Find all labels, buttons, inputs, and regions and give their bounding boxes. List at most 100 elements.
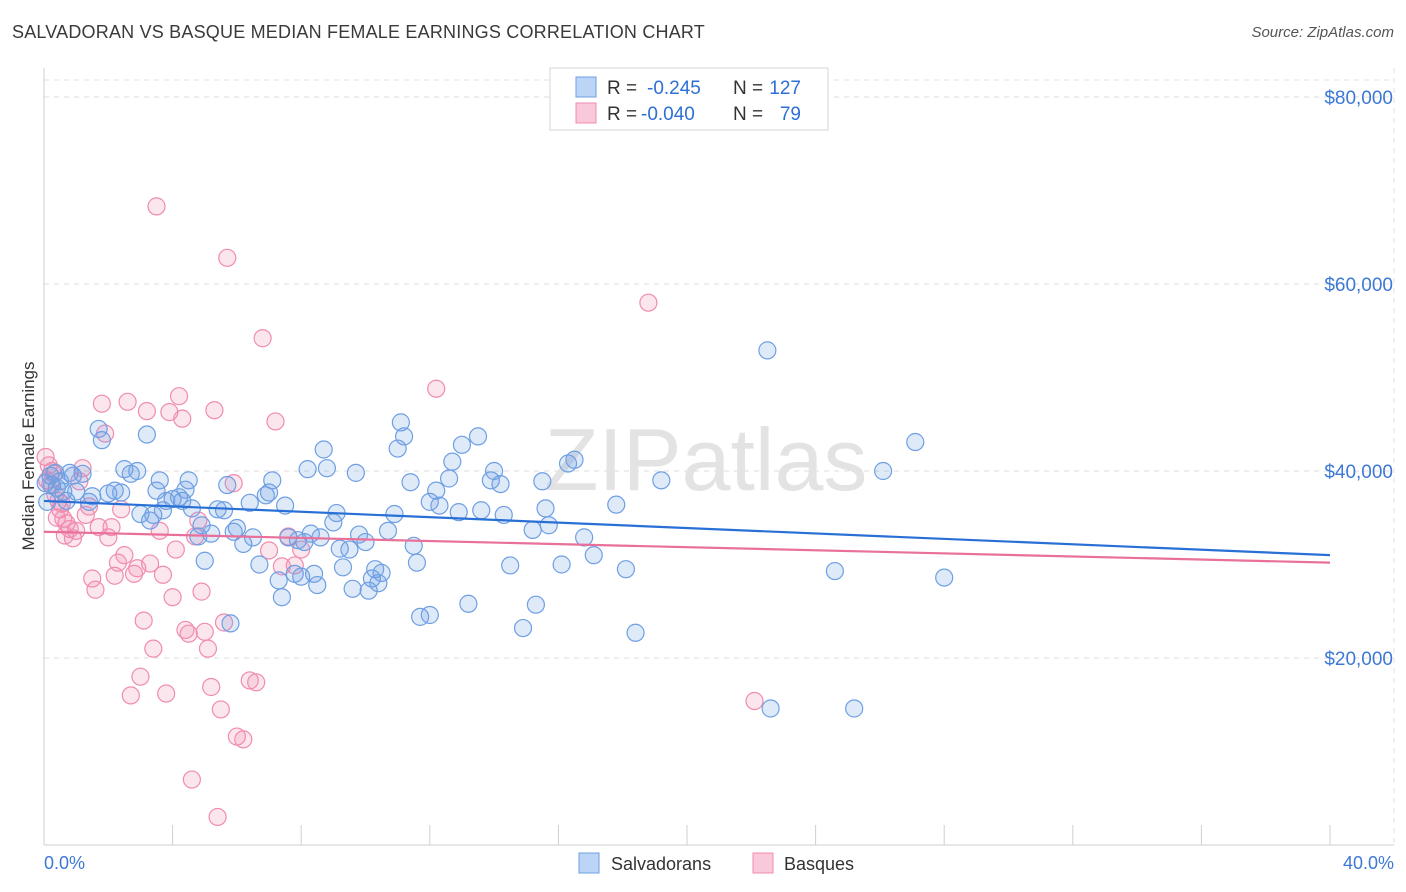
basques-point-66 (234, 730, 253, 749)
trend-lines (43, 499, 1331, 564)
bottom-legend-label-salvadorans: Salvadorans (611, 854, 711, 874)
salvadorans-point-4 (46, 463, 65, 482)
salvadorans-point-93 (420, 492, 439, 511)
y-tick-label-0: $20,000 (1324, 649, 1393, 670)
salvadorans-point-110 (526, 595, 545, 614)
basques-point-33 (121, 686, 140, 705)
legend-r-label: R = (607, 78, 637, 99)
salvadorans-point-123 (758, 341, 777, 360)
salvadorans-point-90 (407, 553, 427, 572)
salvadorans-point-9 (60, 463, 79, 482)
salvadorans-point-95 (430, 496, 449, 515)
salvadorans-point-15 (89, 419, 108, 439)
salvadorans-point-51 (256, 486, 275, 505)
basques-point-46 (163, 588, 182, 607)
salvadorans-point-99 (452, 435, 472, 454)
salvadorans-point-72 (333, 558, 353, 577)
basques-point-59 (205, 401, 224, 420)
salvadorans-point-50 (250, 555, 269, 574)
y-tick-labels: $20,000 $40,000 $60,000 $80,000 (1324, 88, 1393, 670)
salvadorans-point-119 (607, 495, 626, 514)
bottom-legend-swatch-salvadorans (578, 852, 600, 874)
salvadorans-point-112 (536, 499, 555, 518)
salvadorans-point-46 (227, 518, 246, 538)
source-label: Source: ZipAtlas.com (1251, 24, 1394, 41)
salvadorans-point-39 (195, 551, 214, 570)
salvadorans-point-42 (214, 501, 234, 520)
salvadorans-point-81 (369, 574, 388, 593)
y-axis-label: Median Female Earnings (19, 362, 38, 551)
basques-point-67 (240, 671, 259, 690)
salvadorans-point-35 (179, 471, 198, 490)
legend-r-value: -0.040 (641, 104, 695, 125)
basques-point-39 (140, 554, 160, 573)
salvadorans-point-98 (449, 503, 468, 522)
salvadorans-point-84 (385, 504, 404, 524)
axes (43, 68, 1394, 846)
basques-point-78 (745, 691, 764, 711)
salvadorans-point-43 (218, 475, 237, 495)
salvadorans-point-75 (346, 463, 365, 482)
x-tick-label-min: 0.0% (44, 853, 85, 873)
salvadorans-point-97 (443, 452, 462, 471)
basques-point-56 (195, 622, 214, 641)
bottom-legend-swatch-basques (752, 852, 774, 874)
y-tick-label-1: $40,000 (1324, 462, 1393, 483)
legend-swatch-basques (575, 102, 597, 124)
basques-point-64 (224, 474, 243, 493)
salvadorans-point-82 (372, 563, 391, 583)
salvadorans-point-25 (140, 511, 160, 530)
salvadorans-point-28 (150, 471, 169, 490)
salvadorans-point-101 (468, 427, 488, 446)
salvadorans-point-118 (584, 546, 603, 565)
salvadorans-point-24 (137, 425, 156, 444)
basques-point-60 (208, 807, 227, 827)
salvadorans-point-55 (272, 588, 292, 607)
salvadorans-point-53 (263, 471, 282, 490)
salvadorans-point-102 (472, 501, 491, 520)
salvadorans-point-126 (845, 699, 864, 718)
salvadorans-point-18 (105, 481, 124, 500)
salvadorans-point-44 (221, 614, 240, 633)
legend-r-label: R = (607, 104, 637, 125)
basques-point-27 (102, 517, 121, 537)
basques-point-32 (118, 392, 137, 411)
data-points (36, 197, 954, 827)
bottom-legend-label-basques: Basques (784, 854, 854, 874)
salvadorans-point-114 (552, 555, 571, 574)
salvadorans-point-12 (73, 464, 92, 483)
basques-point-62 (214, 613, 234, 632)
basques-point-22 (86, 580, 105, 599)
basques-point-57 (198, 639, 218, 658)
salvadorans-point-68 (317, 459, 337, 478)
basques-point-38 (137, 402, 156, 421)
salvadorans-point-107 (501, 556, 520, 575)
salvadorans-point-62 (298, 460, 317, 479)
legend-n-label: N = (733, 78, 763, 99)
salvadorans-point-94 (427, 481, 446, 500)
salvadorans-point-73 (340, 540, 359, 559)
chart-title: SALVADORAN VS BASQUE MEDIAN FEMALE EARNI… (12, 22, 706, 42)
salvadorans-point-40 (202, 524, 221, 543)
legend-n-value: 79 (780, 104, 801, 125)
basques-point-69 (253, 329, 272, 348)
basques-point-43 (153, 565, 173, 584)
salvadorans-point-92 (420, 605, 439, 625)
salvadorans-point-71 (330, 539, 349, 558)
salvadorans-point-124 (761, 699, 780, 718)
basques-point-58 (202, 677, 221, 697)
salvadorans-point-111 (533, 472, 552, 491)
basques-trend-line (43, 530, 1331, 564)
basques-point-21 (83, 569, 102, 588)
basques-point-52 (182, 770, 201, 789)
salvadorans-point-109 (523, 520, 542, 540)
salvadorans-point-86 (391, 413, 410, 432)
basques-point-29 (108, 553, 128, 572)
basques-point-63 (218, 248, 237, 267)
salvadorans-point-129 (935, 568, 954, 587)
salvadorans-trend-line (43, 499, 1331, 557)
basques-point-61 (211, 700, 230, 719)
salvadorans-point-96 (439, 469, 459, 488)
salvadorans-point-128 (906, 432, 925, 452)
